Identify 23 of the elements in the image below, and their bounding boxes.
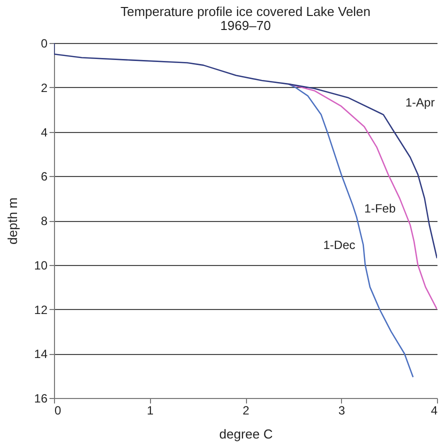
- y-tick-label: 2: [40, 80, 48, 95]
- x-tick-label: 4: [430, 404, 438, 418]
- y-tick-label: 8: [40, 214, 48, 228]
- series-label: 1-Dec: [323, 238, 356, 252]
- chart-subtitle: 1969–70: [220, 18, 271, 33]
- y-tick-label: 16: [34, 392, 48, 406]
- line-series: [54, 43, 437, 259]
- x-tick-label: 2: [242, 404, 250, 418]
- y-tick-label: 0: [40, 36, 48, 50]
- x-tick-label: 3: [338, 404, 346, 418]
- y-tick-label: 12: [34, 302, 48, 317]
- y-axis-title: depth m: [5, 198, 20, 244]
- series-label: 1-Apr: [405, 96, 435, 110]
- series-label: 1-Feb: [364, 201, 396, 216]
- x-axis-title: degree C: [219, 426, 273, 442]
- line-series: [288, 83, 437, 310]
- y-tick-label: 10: [34, 258, 48, 272]
- y-tick-label: 6: [40, 170, 48, 184]
- x-tick-label: 1: [146, 404, 154, 418]
- y-tick-label: 4: [40, 125, 48, 140]
- x-tick-label: 0: [54, 404, 62, 418]
- y-tick-label: 14: [34, 347, 48, 362]
- chart-title: Temperature profile ice covered Lake Velen: [120, 4, 371, 19]
